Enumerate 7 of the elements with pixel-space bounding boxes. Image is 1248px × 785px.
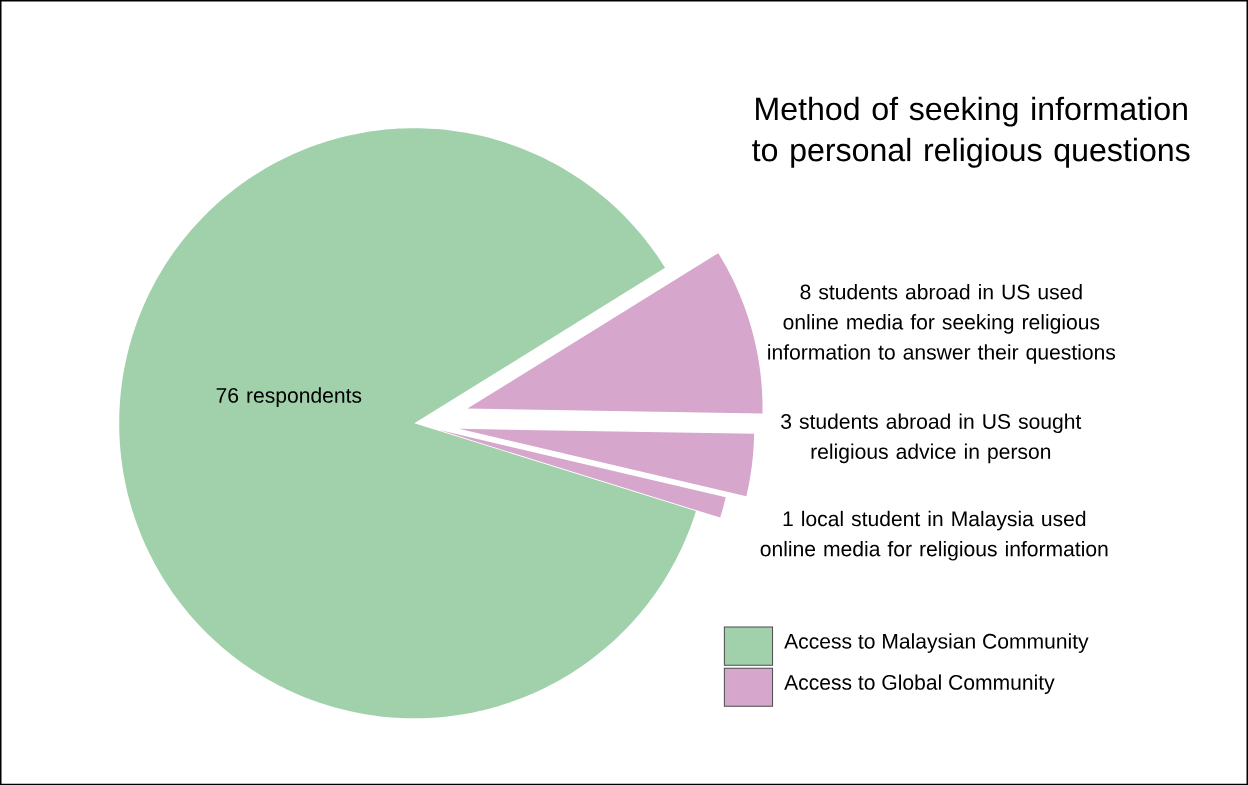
slice-label: 8 students abroad in US used online media for seeking religious information to answer their questions — [768, 283, 1116, 364]
text: Access to Global Community — [784, 674, 1055, 694]
slice-label: 1 local student in Malaysia used online media for religious information — [760, 510, 1108, 561]
text: Access to Malaysian Community — [784, 633, 1089, 653]
slice-label: 76 respondents — [216, 387, 362, 407]
chart-title: Method of seeking information to personal religious questions — [752, 96, 1190, 168]
slice-label: 3 students abroad in US sought religious advice in person — [781, 413, 1082, 464]
